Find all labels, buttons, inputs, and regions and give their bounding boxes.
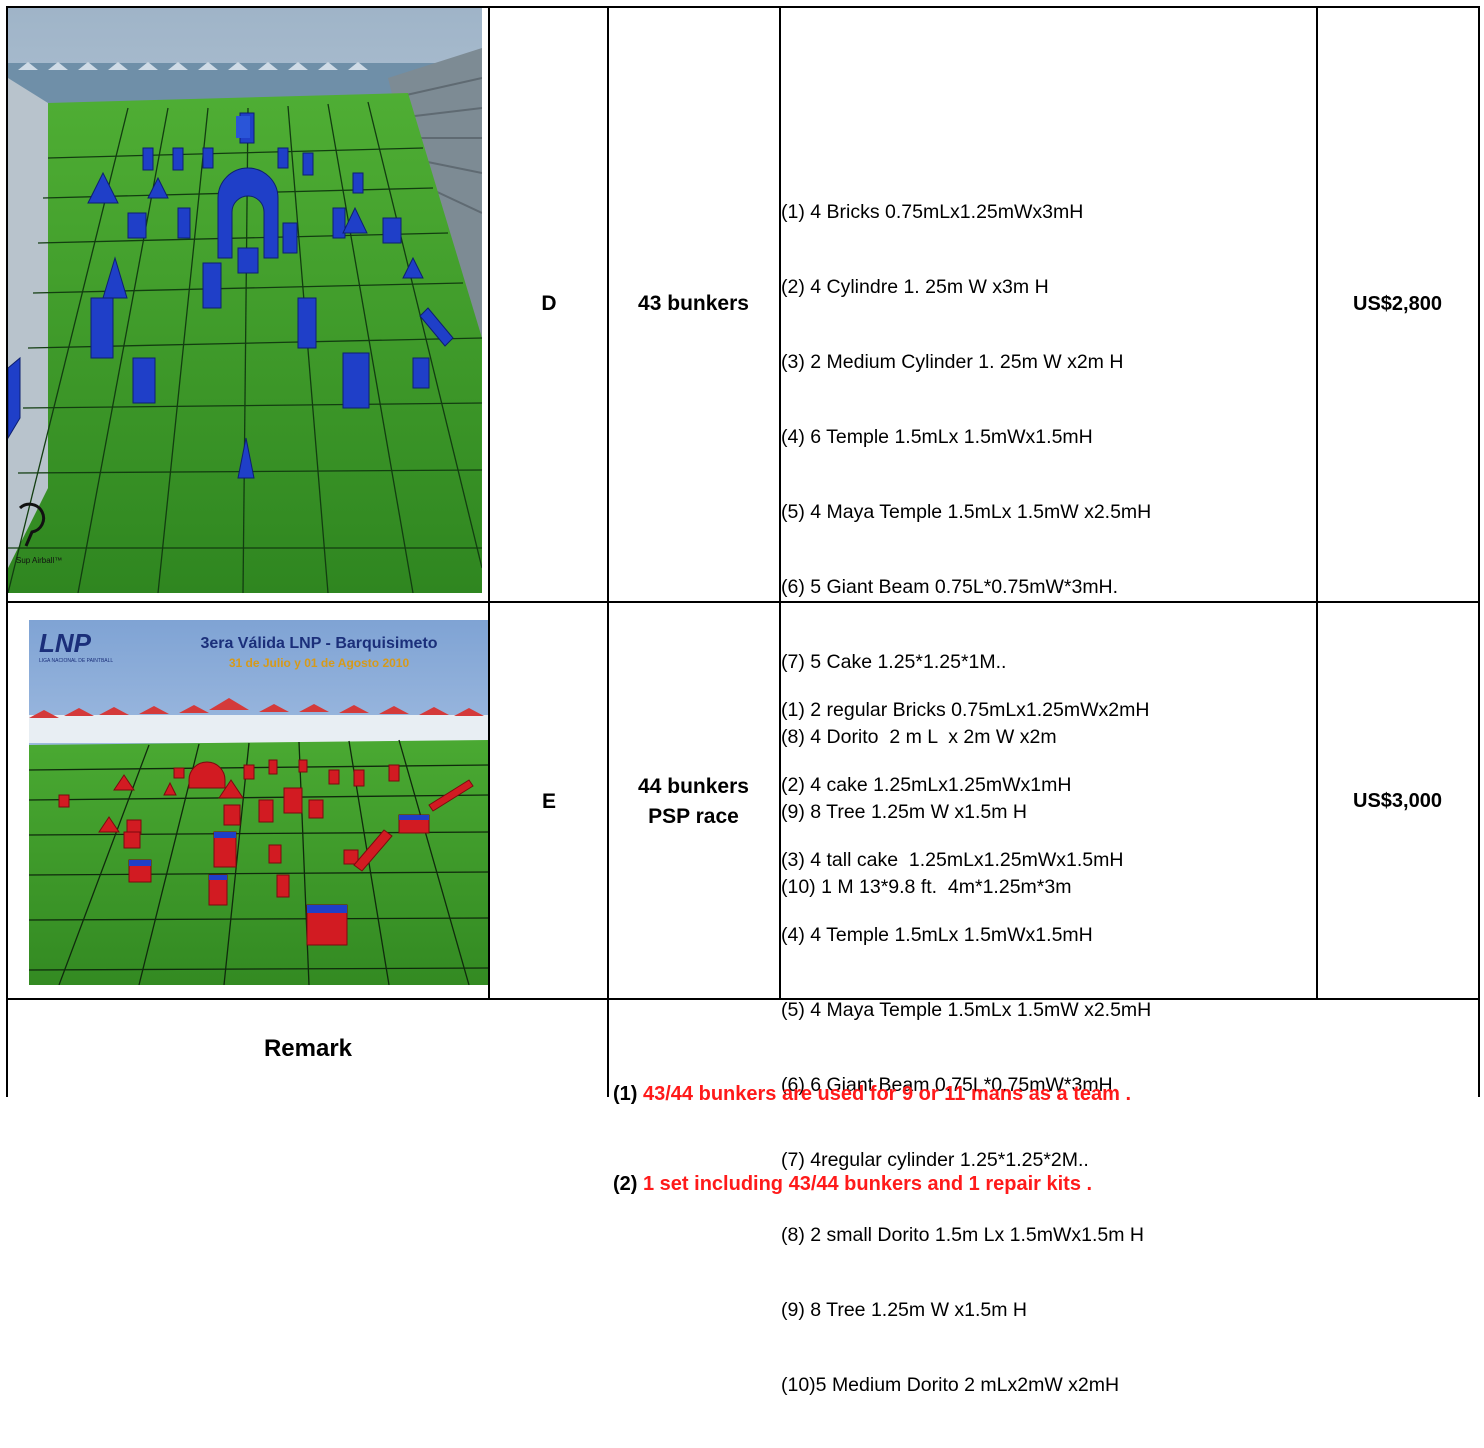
spec-item: (2) 4 Cylindre 1. 25m W x3m H: [781, 276, 1049, 298]
spec-item: (1) 2 regular Bricks 0.75mLx1.25mWx2mH: [781, 699, 1150, 721]
field-e-render: LNP LIGA NACIONAL DE PAINTBALL 3era Váli…: [29, 620, 489, 985]
remark-item: (2) 1 set including 43/44 bunkers and 1 …: [613, 1169, 1131, 1199]
remark-item-text: 43/44 bunkers are used for 9 or 11 mans …: [643, 1083, 1132, 1105]
table-border: [607, 6, 609, 1097]
table-border: [6, 6, 1480, 8]
spec-item: (4) 6 Temple 1.5mLx 1.5mWx1.5mH: [781, 426, 1093, 448]
spec-item: (10) 1 M 13*9.8 ft. 4m*1.25m*3m: [781, 876, 1072, 898]
event-title: 3era Válida LNP - Barquisimeto: [200, 635, 437, 652]
remark-item-number: (2): [613, 1173, 643, 1195]
table-border: [488, 6, 490, 1000]
bunker-count-d-line1: 43 bunkers: [638, 292, 749, 315]
spec-item: (3) 4 tall cake 1.25mLx1.25mWx1.5mH: [781, 849, 1124, 871]
table-border: [6, 601, 1480, 603]
spec-item: (4) 4 Temple 1.5mLx 1.5mWx1.5mH: [781, 924, 1093, 946]
spec-item: (8) 4 Dorito 2 m L x 2m W x2m: [781, 726, 1057, 748]
spec-item: (7) 5 Cake 1.25*1.25*1M..: [781, 651, 1007, 673]
table-border: [779, 6, 781, 1000]
price-d: US$2,800: [1353, 292, 1442, 315]
lnp-logo: LNP LIGA NACIONAL DE PAINTBALL: [39, 628, 113, 664]
remark-item-text: 1 set including 43/44 bunkers and 1 repa…: [643, 1173, 1093, 1195]
bunker-count-e-line1: 44 bunkers: [638, 774, 749, 798]
spec-item: (10)5 Medium Dorito 2 mLx2mW x2mH: [781, 1374, 1120, 1396]
spec-item: (5) 4 Maya Temple 1.5mLx 1.5mW x2.5mH: [781, 501, 1152, 523]
price-e: US$3,000: [1353, 790, 1442, 812]
field-d-render: Sup Airball™: [8, 8, 482, 593]
event-date: 31 de Julio y 01 de Agosto 2010: [229, 656, 410, 670]
model-e: E: [541, 789, 556, 813]
bunker-count-e: 44 bunkers PSP race: [608, 604, 779, 999]
spec-list-d: (1) 4 Bricks 0.75mLx1.25mWx3mH (2) 4 Cyl…: [781, 150, 1151, 950]
svg-text:LIGA NACIONAL DE PAINTBALL: LIGA NACIONAL DE PAINTBALL: [39, 658, 113, 664]
spec-item: (5) 4 Maya Temple 1.5mLx 1.5mW x2.5mH: [781, 999, 1152, 1021]
spec-item: (6) 6 Giant Beam 0.75L*0.75mW*3mH.: [781, 1074, 1119, 1096]
spec-item: (9) 8 Tree 1.25m W x1.5m H: [781, 1299, 1027, 1321]
table-border: [1316, 6, 1318, 1000]
bunker-count-e-line2: PSP race: [648, 804, 739, 828]
model-d: D: [541, 292, 557, 315]
spec-item: (9) 8 Tree 1.25m W x1.5m H: [781, 801, 1027, 823]
remark-item-number: (1): [613, 1083, 643, 1105]
svg-text:LNP: LNP: [39, 628, 92, 658]
field-d-watermark: Sup Airball™: [16, 556, 62, 565]
table-border: [6, 998, 1480, 1000]
bunker-count-d: 43 bunkers: [608, 8, 779, 600]
field-e-image: LNP LIGA NACIONAL DE PAINTBALL 3era Váli…: [29, 620, 489, 985]
remark-item: (1) 43/44 bunkers are used for 9 or 11 m…: [613, 1079, 1131, 1109]
table-border: [6, 6, 8, 1097]
field-d-image: Sup Airball™: [8, 8, 482, 593]
price-sheet: Sup Airball™ LNP LIGA NACIONAL DE PAINTB…: [6, 6, 1480, 1396]
table-border: [1478, 6, 1480, 1097]
remark-list: (1) 43/44 bunkers are used for 9 or 11 m…: [613, 1019, 1131, 1259]
spec-item: (2) 4 cake 1.25mLx1.25mWx1mH: [781, 774, 1072, 796]
spec-item: (6) 5 Giant Beam 0.75L*0.75mW*3mH.: [781, 576, 1119, 598]
spec-item: (3) 2 Medium Cylinder 1. 25m W x2m H: [781, 351, 1124, 373]
spec-item: (1) 4 Bricks 0.75mLx1.25mWx3mH: [781, 201, 1084, 223]
remark-label: Remark: [263, 1035, 353, 1062]
